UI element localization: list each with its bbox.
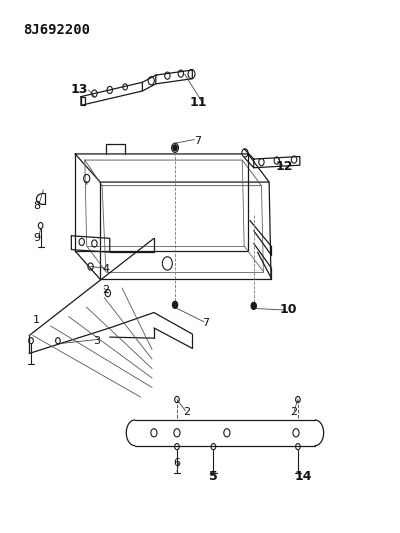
Text: 5: 5 — [209, 470, 218, 483]
Circle shape — [173, 145, 177, 151]
Text: 1: 1 — [33, 315, 40, 325]
Text: 8J692200: 8J692200 — [23, 23, 90, 37]
Text: 3: 3 — [93, 336, 100, 346]
Text: 6: 6 — [174, 458, 180, 469]
Text: 2: 2 — [102, 285, 110, 295]
Text: 13: 13 — [70, 84, 88, 96]
Text: 7: 7 — [194, 136, 202, 146]
Text: 10: 10 — [280, 303, 297, 317]
Text: 8: 8 — [33, 201, 40, 211]
Text: 12: 12 — [276, 160, 293, 173]
Text: 4: 4 — [102, 264, 110, 274]
Circle shape — [173, 302, 177, 308]
Text: 2: 2 — [290, 407, 298, 417]
Circle shape — [252, 303, 256, 309]
Text: 2: 2 — [183, 407, 190, 417]
Text: 9: 9 — [33, 233, 40, 244]
Text: 11: 11 — [189, 96, 207, 109]
Text: 14: 14 — [295, 470, 312, 483]
Text: 7: 7 — [202, 318, 209, 328]
